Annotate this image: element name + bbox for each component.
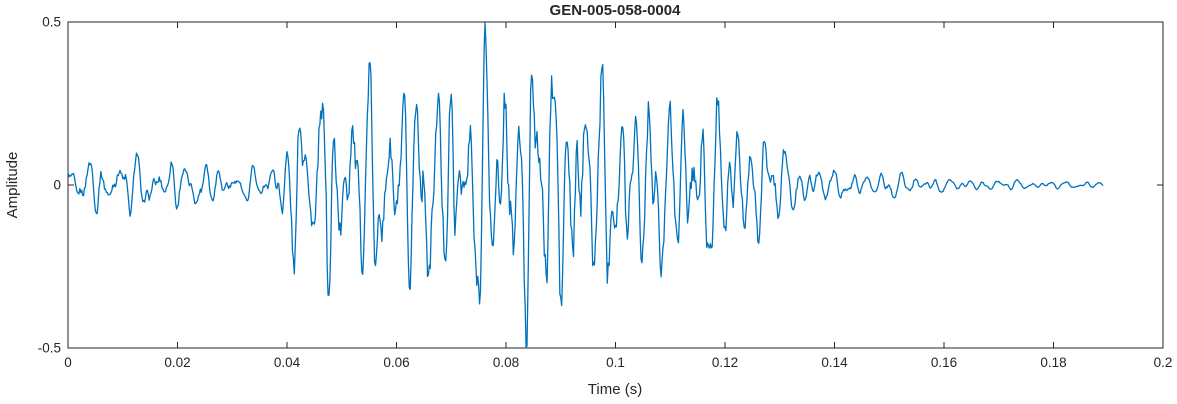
chart-title: GEN-005-058-0004 [550, 2, 682, 19]
x-tick-label: 0.16 [931, 355, 957, 370]
y-tick-label: 0 [53, 178, 61, 193]
x-tick-label: 0.02 [164, 355, 190, 370]
x-tick-label: 0 [64, 355, 72, 370]
x-tick-label: 0.04 [274, 355, 301, 370]
x-tick-label: 0.18 [1040, 355, 1066, 370]
axes-box [67, 21, 1164, 349]
y-tick-label: -0.5 [38, 341, 61, 356]
x-tick-label: 0.12 [712, 355, 738, 370]
x-tick-label: 0.2 [1154, 355, 1173, 370]
y-axis-label: Amplitude [4, 152, 21, 219]
x-tick-label: 0.08 [493, 355, 519, 370]
y-tick-label: 0.5 [42, 15, 61, 30]
waveform-line [67, 22, 1104, 349]
axes: 0 0.02 0.04 0.06 0.08 0.1 0.12 0.14 0.16 0.18 0.2 -… [38, 15, 1173, 371]
x-tick-label: 0.1 [606, 355, 625, 370]
x-tick-label: 0.14 [821, 355, 848, 370]
waveform-line-group [67, 22, 1104, 349]
x-tick-label: 0.06 [383, 355, 409, 370]
x-axis-label: Time (s) [588, 381, 642, 398]
